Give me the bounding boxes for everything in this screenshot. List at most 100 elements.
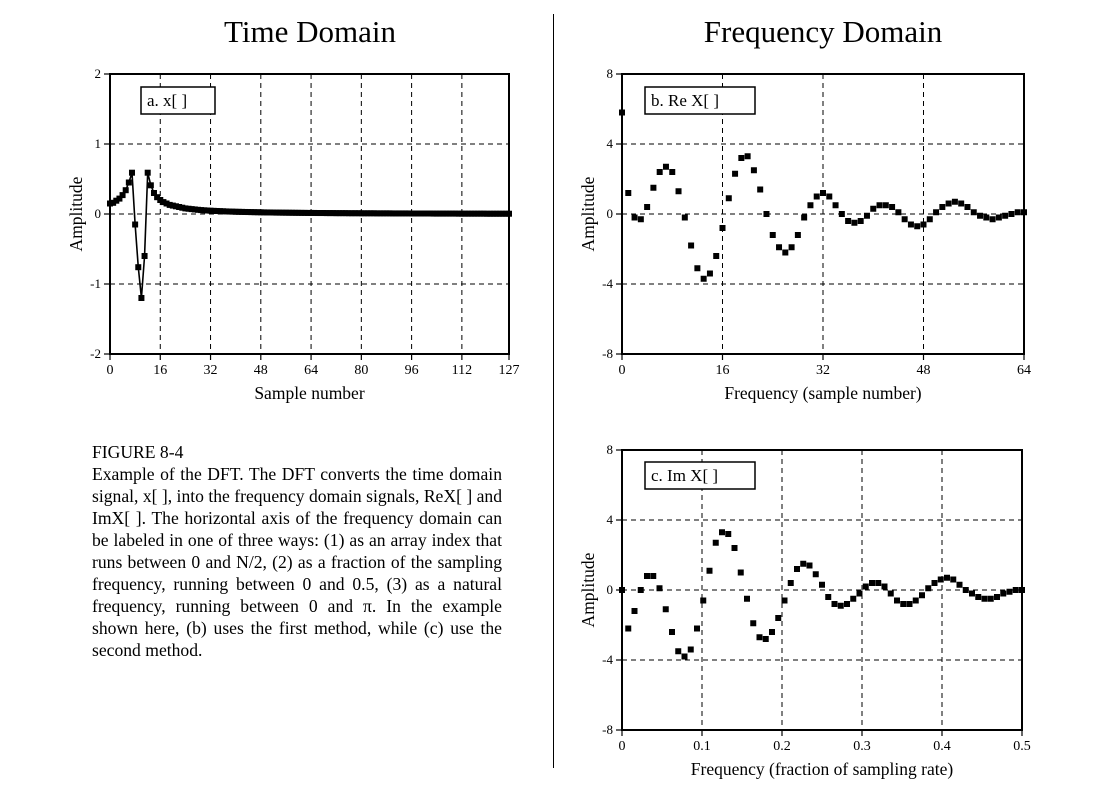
data-point — [358, 210, 365, 217]
data-point — [304, 209, 311, 216]
data-point — [794, 566, 800, 572]
data-point — [402, 210, 409, 217]
data-point — [386, 210, 393, 217]
frequency-domain-heading: Frequency Domain — [703, 14, 943, 49]
data-point — [361, 210, 368, 217]
data-point — [320, 210, 327, 217]
x-axis-title: Sample number — [254, 383, 364, 403]
data-point — [813, 193, 820, 200]
data-point — [273, 209, 280, 216]
data-point — [994, 594, 1000, 600]
data-point — [788, 244, 795, 251]
data-point — [914, 223, 921, 230]
data-point — [981, 595, 988, 602]
data-point — [706, 567, 713, 574]
data-point — [983, 214, 990, 221]
data-point — [977, 212, 984, 219]
data-point — [301, 209, 308, 216]
panel-label-box — [140, 86, 216, 115]
data-point — [408, 210, 415, 217]
data-point — [430, 210, 437, 217]
x-axis-title: Frequency (fraction of sampling rate) — [691, 759, 954, 779]
data-point — [191, 206, 198, 213]
data-point — [477, 210, 484, 217]
x-tick-label: 16 — [153, 363, 167, 378]
data-point — [819, 581, 825, 588]
data-point — [424, 210, 431, 217]
data-point — [869, 580, 875, 586]
x-tick-label: 112 — [452, 363, 472, 378]
y-tick-label: 2 — [95, 66, 102, 81]
data-point — [1014, 209, 1021, 216]
data-point — [782, 249, 789, 256]
data-point — [989, 216, 996, 223]
data-point — [150, 190, 157, 196]
data-point — [138, 295, 145, 301]
panel-label: c. Im X[ ] — [651, 466, 718, 485]
data-point — [295, 209, 302, 216]
data-point — [122, 187, 129, 194]
data-point — [894, 597, 900, 604]
data-point — [794, 232, 801, 238]
data-point — [480, 210, 487, 217]
data-point — [900, 601, 907, 607]
data-point — [775, 615, 782, 621]
y-tick-label: 8 — [607, 442, 614, 457]
data-point — [462, 210, 469, 217]
data-point — [895, 209, 902, 216]
panel-label-box — [644, 461, 756, 490]
data-point — [863, 212, 870, 219]
data-point — [235, 208, 242, 215]
data-point — [831, 601, 838, 607]
data-point — [901, 216, 908, 223]
data-point — [1021, 209, 1027, 216]
data-point — [656, 585, 663, 592]
data-point — [925, 585, 932, 592]
data-point — [169, 202, 176, 209]
data-point — [204, 207, 211, 214]
y-tick-label: 4 — [607, 512, 614, 527]
data-point — [920, 221, 927, 228]
data-point — [937, 576, 944, 583]
data-point — [1006, 588, 1013, 595]
data-point — [330, 210, 337, 217]
data-point — [185, 205, 192, 212]
data-point — [342, 210, 349, 217]
data-point — [757, 186, 764, 193]
data-point — [194, 206, 201, 213]
data-point — [427, 210, 434, 217]
data-point — [166, 201, 173, 208]
data-point — [787, 580, 794, 586]
data-point — [220, 208, 227, 215]
data-point — [800, 560, 807, 567]
data-point — [970, 209, 977, 216]
data-point — [650, 573, 657, 579]
data-point — [876, 202, 883, 209]
data-point — [270, 209, 277, 216]
data-point — [906, 601, 913, 607]
data-point — [700, 597, 707, 604]
data-point — [499, 210, 506, 217]
data-point — [939, 204, 946, 210]
data-point — [210, 207, 217, 214]
data-point — [433, 210, 440, 217]
data-point — [850, 595, 857, 602]
data-point — [944, 574, 950, 581]
column-divider — [553, 14, 554, 768]
data-point — [260, 209, 267, 216]
data-point — [490, 210, 497, 217]
data-point — [279, 209, 286, 216]
data-point — [737, 569, 744, 576]
data-point — [282, 209, 289, 216]
data-point — [781, 597, 788, 604]
y-axis-title: Amplitude — [578, 552, 598, 627]
data-point — [179, 204, 186, 211]
data-point — [248, 209, 255, 216]
data-point — [881, 583, 888, 590]
data-point — [267, 209, 274, 216]
data-point — [264, 209, 271, 216]
data-point — [731, 545, 738, 551]
data-point — [455, 210, 462, 217]
